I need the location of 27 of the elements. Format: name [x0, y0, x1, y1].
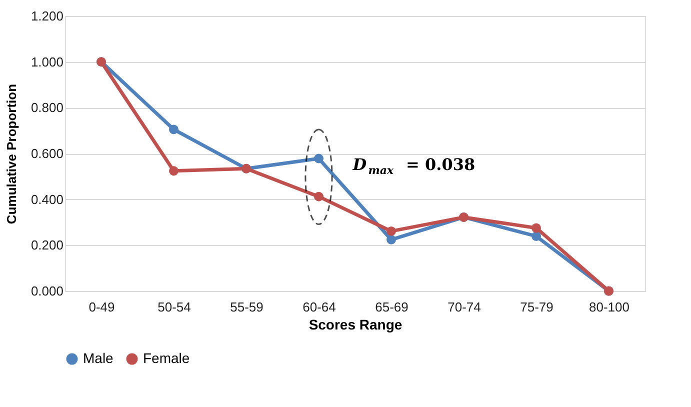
x-axis-title: Scores Range — [308, 316, 402, 332]
x-tick-label: 75-79 — [520, 300, 554, 314]
legend-label: Female — [143, 350, 190, 366]
x-tick-label: 70-74 — [448, 300, 481, 314]
x-tick-label: 0-49 — [88, 300, 115, 314]
y-tick-label: 0.200 — [30, 238, 64, 253]
point — [532, 231, 541, 241]
point — [314, 154, 324, 164]
x-tick-label: 50-54 — [158, 300, 191, 314]
x-tick-label: 55-59 — [230, 300, 264, 314]
point — [386, 234, 396, 244]
y-axis-title: Cumulative Proportion — [4, 84, 19, 224]
y-tick-label: 0.000 — [30, 284, 64, 298]
legend-label: Male — [83, 350, 114, 366]
x-tick-label: 80-100 — [589, 300, 630, 314]
y-tick-label: 0.600 — [30, 146, 64, 161]
point — [314, 192, 324, 202]
y-tick-label: 1.200 — [30, 8, 64, 24]
x-tick-label: 65-69 — [375, 300, 408, 314]
point — [169, 124, 178, 134]
y-tick-label: 0.400 — [30, 192, 64, 207]
y-tick-label: 1.000 — [30, 54, 64, 70]
point — [169, 166, 178, 176]
point — [532, 223, 541, 233]
y-tick-label: 0.800 — [30, 100, 64, 116]
x-tick-label: 60-64 — [302, 300, 336, 314]
point — [386, 226, 396, 236]
